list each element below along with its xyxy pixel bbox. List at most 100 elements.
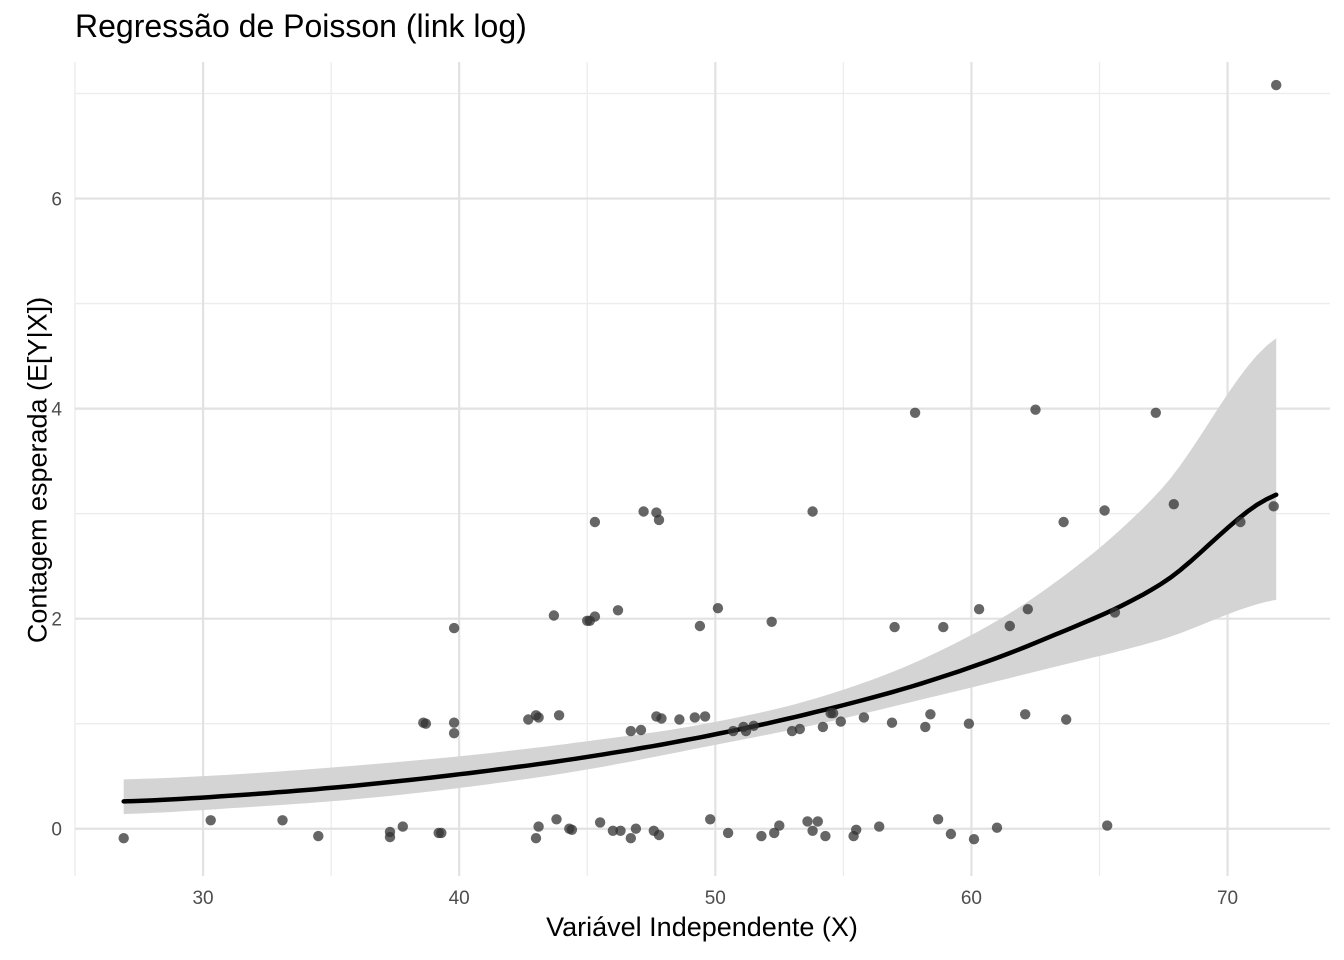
major-grid — [75, 62, 1330, 876]
data-point — [566, 824, 578, 835]
data-point — [448, 717, 460, 728]
data-point — [802, 816, 813, 827]
data-point — [436, 827, 447, 839]
data-point — [722, 827, 734, 839]
data-point — [594, 817, 606, 828]
data-point — [420, 718, 432, 729]
data-point — [205, 815, 216, 826]
data-point — [689, 712, 700, 723]
data-point — [1271, 79, 1282, 91]
data-point — [945, 828, 957, 840]
fitted-curve — [121, 492, 1279, 804]
data-point — [277, 815, 288, 826]
data-point — [938, 621, 949, 633]
x-tick-label: 30 — [192, 888, 213, 909]
data-point — [769, 827, 780, 839]
data-point — [699, 711, 711, 722]
data-point — [551, 814, 562, 825]
data-point — [1168, 499, 1180, 510]
data-point — [756, 830, 767, 842]
data-point — [932, 814, 944, 825]
x-tick-label: 60 — [961, 888, 982, 909]
data-point — [118, 833, 129, 844]
data-point — [448, 728, 460, 739]
data-point — [807, 825, 818, 836]
data-point — [1235, 516, 1246, 528]
data-point — [925, 709, 936, 720]
data-point — [973, 604, 985, 615]
data-point — [968, 834, 980, 845]
data-point — [548, 610, 560, 621]
x-axis-ticks: 30 40 50 60 70 — [192, 888, 1238, 909]
data-point — [1004, 620, 1015, 632]
data-point — [448, 622, 460, 634]
data-point — [874, 821, 885, 832]
data-point — [991, 822, 1003, 833]
data-points-layer — [118, 79, 1282, 845]
data-point — [835, 716, 846, 727]
data-point — [909, 407, 921, 418]
data-point — [820, 830, 831, 842]
x-tick-label: 40 — [449, 888, 470, 909]
data-point — [1061, 714, 1072, 725]
data-point — [625, 725, 636, 737]
data-point — [638, 506, 649, 517]
x-axis-label: Variável Independente (X) — [546, 912, 858, 942]
chart-title: Regressão de Poisson (link log) — [75, 8, 527, 44]
data-point — [1099, 505, 1110, 516]
data-point — [384, 831, 396, 843]
data-point — [807, 506, 818, 517]
data-point — [705, 814, 716, 825]
data-point — [607, 825, 619, 836]
data-point — [656, 713, 667, 724]
data-point — [1022, 604, 1033, 615]
data-point — [748, 720, 759, 731]
data-point — [553, 710, 565, 721]
data-point — [766, 616, 777, 627]
data-point — [630, 823, 642, 834]
data-point — [817, 721, 829, 733]
data-point — [740, 725, 752, 737]
y-tick-label: 0 — [51, 820, 62, 841]
data-point — [397, 821, 408, 832]
data-point — [889, 621, 900, 633]
data-point — [712, 603, 724, 614]
minor-grid — [74, 62, 1330, 876]
data-point — [1150, 407, 1162, 418]
y-tick-label: 4 — [51, 400, 62, 421]
data-point — [920, 721, 931, 733]
data-point — [812, 816, 823, 827]
y-axis-ticks: 0 2 4 6 — [51, 190, 62, 841]
data-point — [858, 712, 870, 723]
data-point — [533, 712, 544, 723]
data-point — [1019, 709, 1031, 720]
data-point — [615, 825, 626, 836]
data-point — [635, 724, 647, 736]
data-point — [728, 725, 739, 737]
data-point — [653, 514, 665, 526]
data-point — [827, 708, 839, 719]
data-point — [653, 829, 665, 841]
data-point — [794, 723, 805, 735]
data-point — [1109, 607, 1121, 618]
data-point — [1058, 516, 1069, 528]
data-point — [612, 605, 624, 616]
data-point — [1102, 820, 1113, 831]
data-point — [523, 714, 534, 725]
y-axis-label: Contagem esperada (E[Y|X]) — [22, 296, 53, 644]
data-point — [963, 718, 975, 729]
data-point — [589, 516, 601, 528]
data-point — [313, 830, 324, 842]
data-point — [1268, 501, 1279, 512]
data-point — [851, 824, 862, 835]
data-point — [530, 833, 542, 844]
data-point — [674, 714, 685, 725]
x-tick-label: 70 — [1217, 888, 1238, 909]
data-point — [694, 620, 706, 632]
data-point — [886, 717, 898, 728]
fitted-curve-layer — [121, 492, 1279, 804]
data-point — [589, 611, 601, 622]
y-tick-label: 2 — [51, 610, 62, 631]
y-tick-label: 6 — [51, 190, 62, 211]
